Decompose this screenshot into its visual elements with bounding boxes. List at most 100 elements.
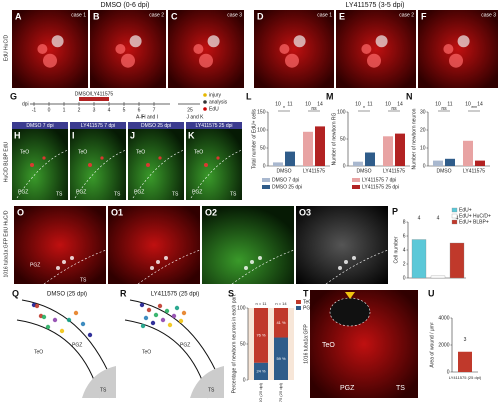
label: Q (12, 288, 19, 298)
label: Number of newborn RG (331, 112, 337, 165)
cell (344, 260, 348, 264)
label: LY411575 7 dpi (362, 177, 396, 183)
label: P (392, 206, 398, 216)
label: n = 11 (256, 301, 268, 306)
label: ns (311, 106, 317, 112)
bar (411, 239, 427, 279)
label: LY411575 7 dpi (81, 123, 115, 129)
label: 76 % (256, 332, 266, 337)
cell (70, 256, 74, 260)
label: O (17, 207, 24, 217)
cell (37, 44, 48, 54)
label: 4 (456, 215, 459, 221)
label: TeO (20, 149, 29, 155)
label: H (14, 130, 21, 140)
cell (181, 310, 187, 316)
y-tick-label: 50 (240, 341, 246, 347)
cell (129, 35, 142, 48)
legend-swatch (451, 213, 458, 219)
label: 10 (465, 101, 471, 107)
label: DMSO 25 dpi (272, 184, 302, 190)
legend-key (203, 100, 207, 104)
y-tick-label: 0 (403, 275, 406, 281)
bar-segment (274, 308, 288, 338)
bar (463, 140, 473, 166)
micrograph (90, 10, 166, 88)
label: PGZ (340, 385, 355, 392)
cell (204, 163, 208, 167)
bar (430, 275, 446, 279)
label: 1016 tuba1a:GFP EdU HuC/D (3, 210, 9, 277)
label: TeO (303, 299, 312, 305)
label: R (120, 288, 127, 298)
cell (293, 35, 306, 48)
cell (216, 156, 220, 160)
label: 14 (397, 101, 403, 107)
cell (156, 260, 160, 264)
cell (164, 308, 170, 314)
boundary (132, 149, 185, 199)
label: * (283, 106, 285, 112)
boundary (137, 249, 201, 285)
label: ns (441, 106, 447, 112)
label: LY411575 25 dpi (195, 123, 232, 129)
wound (329, 297, 371, 327)
legend-swatch (352, 178, 360, 182)
cell (157, 303, 163, 309)
boundary (231, 249, 295, 285)
label: EdU+ BLBP+ (459, 219, 489, 225)
cell (167, 322, 173, 328)
label: M (326, 91, 334, 101)
label: PGZ (180, 342, 190, 348)
label: O2 (205, 207, 217, 217)
ts-area (82, 366, 116, 398)
micrograph (254, 10, 334, 88)
label: PGZ (76, 189, 86, 195)
cell (43, 53, 57, 68)
label: LY411575 (383, 168, 405, 174)
label: F (421, 11, 427, 21)
label: LY411575 (25 dpi) (151, 292, 199, 298)
label: G (10, 91, 17, 101)
cell (443, 44, 454, 54)
bar (315, 126, 325, 166)
label: TeO (34, 349, 43, 355)
cell (279, 44, 290, 54)
cell (207, 35, 220, 48)
cell (143, 315, 149, 321)
panel-title-bg (128, 122, 184, 129)
label: TS (100, 387, 107, 393)
label: I (72, 130, 75, 140)
bar (445, 158, 455, 166)
label: 4 (418, 215, 421, 221)
cell (41, 314, 47, 320)
label: B (93, 11, 100, 21)
label: A (15, 11, 22, 21)
label: Area of wound / μm² (429, 322, 435, 367)
cell (367, 53, 381, 68)
label: 59 % (276, 356, 286, 361)
label: case 3 (227, 12, 242, 18)
label: LY411575 (3-5 dpi) (346, 2, 405, 9)
label: H and I (142, 114, 158, 120)
legend-swatch (451, 207, 458, 213)
micrograph (168, 10, 244, 88)
bar (273, 162, 283, 166)
label: 5 (123, 107, 126, 113)
micrograph (202, 206, 294, 284)
label: S (228, 288, 234, 298)
label: J and K (187, 114, 205, 120)
label: TS (80, 277, 87, 283)
y-tick-label: 30 (420, 109, 426, 115)
label: LY411575 (303, 168, 325, 174)
cell (30, 163, 34, 167)
y-tick-label: 4000 (438, 315, 449, 321)
bar (475, 160, 485, 166)
cell (164, 256, 168, 260)
label: Number of newborn neuron (411, 108, 417, 169)
cell (52, 317, 58, 323)
cell (56, 266, 60, 270)
label: DMSO 25 dpi (141, 123, 171, 129)
label: TeO (78, 149, 87, 155)
label: DMSO 7 dpi (272, 177, 299, 183)
